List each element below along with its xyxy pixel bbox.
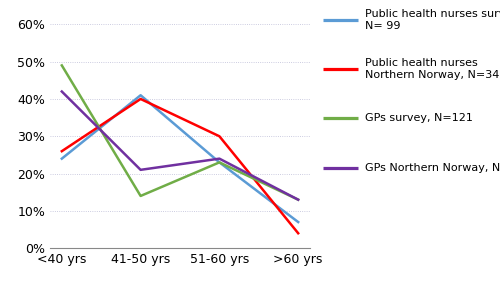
Text: GPs Northern Norway, N= 448: GPs Northern Norway, N= 448: [365, 163, 500, 173]
Text: Public health nurses
Northern Norway, N=349: Public health nurses Northern Norway, N=…: [365, 58, 500, 80]
Text: GPs survey, N=121: GPs survey, N=121: [365, 113, 473, 124]
Text: Public health nurses survey,
N= 99: Public health nurses survey, N= 99: [365, 9, 500, 30]
